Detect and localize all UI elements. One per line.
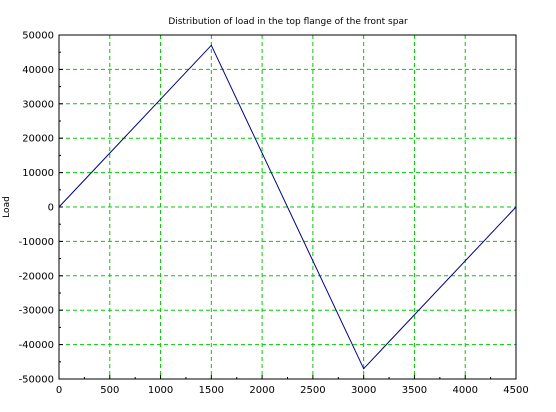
y-tick-label: 0 (48, 203, 54, 214)
x-tick-label: 1000 (148, 385, 173, 396)
x-tick-label: 3000 (351, 385, 376, 396)
y-tick-label: -40000 (19, 340, 54, 351)
series-line (58, 44, 517, 370)
data-point (210, 44, 212, 46)
y-axis-label: Load (2, 196, 12, 218)
x-tick-label: 4000 (452, 385, 477, 396)
y-tick-label: 40000 (22, 65, 54, 76)
x-tick-label: 500 (100, 385, 119, 396)
data-point (515, 206, 517, 208)
data-point (363, 368, 365, 370)
x-tick-label: 2000 (249, 385, 274, 396)
y-tick-label: -30000 (19, 306, 54, 317)
y-tick-label: -10000 (19, 237, 54, 248)
y-tick-label: -50000 (19, 375, 54, 386)
y-tick-label: 50000 (22, 31, 54, 42)
y-tick-label: 30000 (22, 99, 54, 110)
y-tick-label: -20000 (19, 271, 54, 282)
ticks: 0 500 1000 1500 2000 2500 3000 3500 4000 4500 5000… (19, 31, 529, 397)
x-tick-label: 0 (56, 385, 62, 396)
data-point (58, 206, 60, 208)
y-tick-label: 10000 (22, 168, 54, 179)
series (58, 44, 517, 370)
y-tick-label: 20000 (22, 134, 54, 145)
x-tick-label: 1500 (199, 385, 224, 396)
chart-title: Distribution of load in the top flange o… (168, 17, 408, 27)
x-tick-label: 4500 (503, 385, 528, 396)
grid (59, 35, 516, 379)
x-tick-label: 2500 (300, 385, 325, 396)
x-tick-label: 3500 (402, 385, 427, 396)
